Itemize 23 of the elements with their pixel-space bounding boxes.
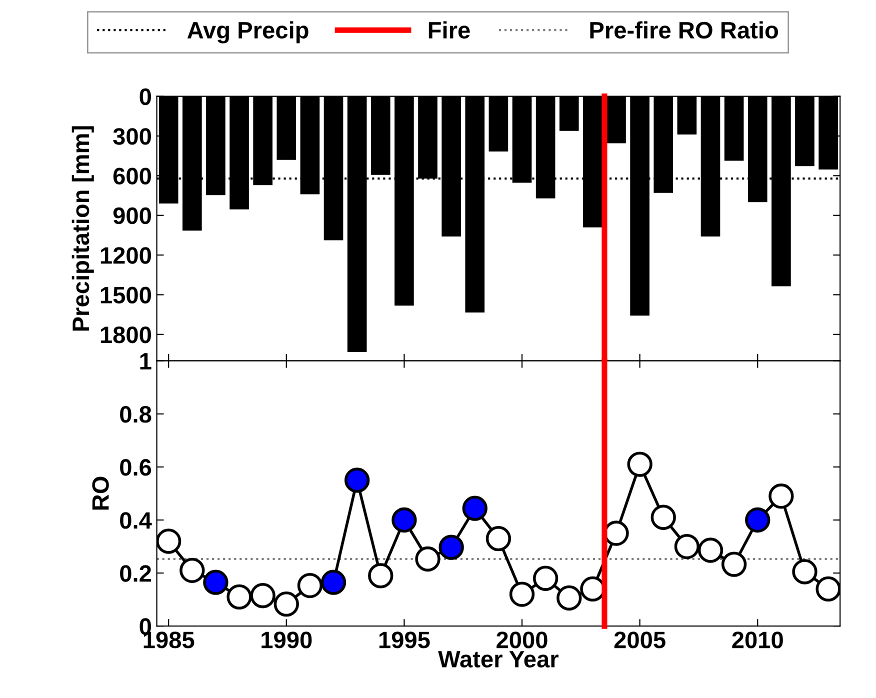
y-tick-label: 0.4 <box>120 512 152 529</box>
y-tick-label: 0.8 <box>120 406 152 423</box>
legend-label: Pre-fire RO Ratio <box>590 21 778 39</box>
y-tick-label: 1800 <box>100 326 151 344</box>
x-tick-label: 2010 <box>732 632 783 648</box>
y-tick-label: 0.2 <box>120 565 151 582</box>
y-tick-label: 1 <box>140 353 152 370</box>
y-tick-label: 1500 <box>100 286 151 304</box>
x-tick-label: 2000 <box>496 632 548 648</box>
x-tick-label: 2005 <box>614 632 666 648</box>
x-tick-label: 1990 <box>262 632 312 648</box>
y-tick-label: 0 <box>140 88 151 106</box>
y-tick-label: 300 <box>113 128 151 145</box>
x-axis-title: Water Year <box>438 651 558 668</box>
y-tick-label: 0.6 <box>120 459 152 476</box>
legend-label: Fire <box>428 21 470 39</box>
y-axis-title: Precipitation [mm] <box>72 126 94 331</box>
legend-label: Avg Precip <box>187 21 308 44</box>
x-tick-label: 1995 <box>379 632 430 648</box>
y-axis-title: RO <box>92 476 109 510</box>
y-tick-label: 600 <box>113 168 151 184</box>
y-tick-label: 1200 <box>100 247 151 264</box>
y-tick-label: 900 <box>113 207 151 224</box>
